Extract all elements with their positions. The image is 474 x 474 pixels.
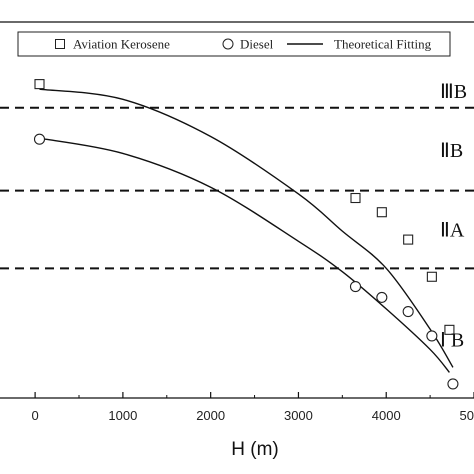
kerosene-point-2 <box>350 192 361 204</box>
x-tick-label-4000: 4000 <box>372 408 401 423</box>
kerosene-point-6 <box>444 324 455 335</box>
kerosene-point-1 <box>34 79 45 90</box>
x-tick-label-3000: 3000 <box>284 408 313 423</box>
x-tick-label-0: 0 <box>31 408 38 423</box>
x-tick-label-5000: 5000 <box>460 408 474 423</box>
zone-label-3: ⅡA <box>440 219 465 241</box>
legend-square-icon <box>55 39 65 49</box>
kerosene-point-5 <box>426 271 437 282</box>
x-axis: 0 1000 2000 3000 4000 5000 <box>31 392 474 423</box>
diesel-point-2 <box>349 281 362 293</box>
fitting-curve-2 <box>39 137 450 373</box>
zone-labels: ⅢB ⅡB ⅡA Ⅰ B <box>440 81 467 351</box>
legend-label-1: Aviation Kerosene <box>73 37 170 52</box>
legend: Aviation Kerosene Diesel Theoretical Fitti… <box>17 31 451 57</box>
x-axis-title: H (m) <box>231 439 278 460</box>
zone-label-2: ⅡB <box>440 140 463 162</box>
legend-circle-icon <box>222 38 234 50</box>
x-tick-label-2000: 2000 <box>196 408 225 423</box>
diesel-point-6 <box>447 378 459 390</box>
kerosene-point-3 <box>376 207 387 218</box>
fitting-curves <box>39 88 454 373</box>
diesel-point-4 <box>402 306 414 318</box>
zone-label-1: ⅢB <box>440 81 467 103</box>
diesel-point-3 <box>376 291 388 303</box>
zone-boundaries <box>0 106 474 270</box>
legend-label-3: Theoretical Fitting <box>334 37 432 52</box>
zone-label-4: Ⅰ B <box>440 329 464 351</box>
diesel-point-5 <box>426 330 438 342</box>
plot-frame <box>0 21 474 399</box>
legend-box <box>17 31 451 57</box>
x-tick-label-1000: 1000 <box>108 408 137 423</box>
diesel-point-1 <box>33 133 46 145</box>
fitting-curve-1 <box>39 88 454 368</box>
legend-label-2: Diesel <box>240 37 274 52</box>
kerosene-point-4 <box>403 234 414 245</box>
data-markers <box>33 79 459 390</box>
